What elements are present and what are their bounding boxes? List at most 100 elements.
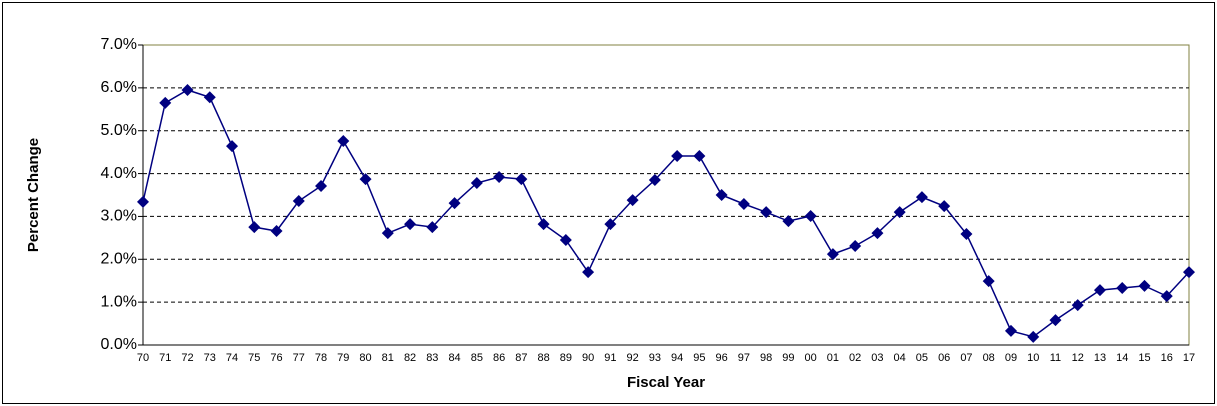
marker bbox=[849, 240, 862, 252]
marker bbox=[559, 234, 572, 246]
marker bbox=[381, 227, 394, 240]
marker bbox=[248, 221, 261, 234]
marker bbox=[626, 194, 639, 207]
x-tick-label: 00 bbox=[805, 352, 817, 364]
x-tick-label: 87 bbox=[515, 352, 527, 364]
x-tick-label: 16 bbox=[1161, 352, 1173, 364]
marker bbox=[782, 215, 795, 228]
y-tick-label: 0.0% bbox=[101, 336, 137, 353]
x-tick-label: 94 bbox=[671, 352, 683, 364]
marker bbox=[938, 200, 951, 213]
marker bbox=[159, 96, 172, 109]
marker bbox=[181, 84, 194, 96]
marker bbox=[137, 195, 149, 208]
x-tick-label: 15 bbox=[1138, 352, 1150, 364]
x-tick-label: 98 bbox=[760, 352, 772, 364]
marker bbox=[1071, 299, 1084, 312]
x-tick-label: 02 bbox=[849, 352, 861, 364]
x-tick-label: 03 bbox=[871, 352, 883, 364]
x-tick-label: 88 bbox=[537, 352, 549, 364]
marker bbox=[470, 177, 483, 189]
x-tick-label: 72 bbox=[181, 352, 193, 364]
x-tick-label: 04 bbox=[894, 352, 906, 364]
marker bbox=[448, 197, 461, 210]
x-tick-label: 01 bbox=[827, 352, 839, 364]
x-tick-label: 12 bbox=[1072, 352, 1084, 364]
x-tick-label: 90 bbox=[582, 352, 594, 364]
marker bbox=[426, 221, 439, 234]
x-tick-label: 75 bbox=[248, 352, 260, 364]
marker bbox=[982, 275, 995, 288]
marker bbox=[537, 218, 550, 231]
marker bbox=[226, 140, 239, 153]
marker bbox=[826, 248, 839, 261]
marker bbox=[270, 225, 283, 237]
marker bbox=[1160, 290, 1173, 303]
x-tick-label: 97 bbox=[738, 352, 750, 364]
marker bbox=[893, 206, 906, 219]
x-tick-label: 85 bbox=[471, 352, 483, 364]
x-tick-label: 79 bbox=[337, 352, 349, 364]
marker bbox=[715, 189, 728, 201]
marker bbox=[1138, 279, 1151, 292]
marker bbox=[671, 150, 684, 162]
marker bbox=[292, 195, 305, 207]
marker bbox=[315, 180, 328, 192]
x-tick-label: 95 bbox=[693, 352, 705, 364]
x-tick-label: 09 bbox=[1005, 352, 1017, 364]
marker bbox=[1183, 266, 1195, 279]
x-tick-label: 89 bbox=[560, 352, 572, 364]
x-tick-label: 80 bbox=[359, 352, 371, 364]
marker bbox=[804, 210, 817, 222]
marker bbox=[1027, 330, 1040, 343]
y-tick-label: 6.0% bbox=[101, 79, 137, 96]
x-tick-label: 08 bbox=[983, 352, 995, 364]
marker bbox=[337, 135, 350, 147]
marker bbox=[203, 91, 216, 104]
marker bbox=[604, 218, 617, 231]
y-tick-label: 1.0% bbox=[101, 293, 137, 310]
x-tick-label: 76 bbox=[270, 352, 282, 364]
marker bbox=[1004, 324, 1017, 337]
x-tick-label: 84 bbox=[448, 352, 460, 364]
x-tick-label: 78 bbox=[315, 352, 327, 364]
x-axis-label: Fiscal Year bbox=[627, 374, 705, 391]
x-tick-label: 70 bbox=[137, 352, 149, 364]
y-tick-label: 3.0% bbox=[101, 208, 137, 225]
x-tick-label: 93 bbox=[649, 352, 661, 364]
marker bbox=[760, 206, 773, 219]
x-tick-label: 17 bbox=[1183, 352, 1195, 364]
marker bbox=[737, 198, 750, 210]
y-axis-label: Percent Change bbox=[25, 138, 42, 252]
y-tick-label: 7.0% bbox=[101, 36, 137, 53]
x-tick-label: 81 bbox=[382, 352, 394, 364]
x-tick-label: 74 bbox=[226, 352, 238, 364]
x-tick-label: 13 bbox=[1094, 352, 1106, 364]
x-tick-label: 96 bbox=[716, 352, 728, 364]
marker bbox=[960, 228, 973, 240]
marker bbox=[582, 266, 595, 279]
x-tick-label: 99 bbox=[782, 352, 794, 364]
x-tick-label: 82 bbox=[404, 352, 416, 364]
marker bbox=[871, 227, 884, 240]
x-tick-label: 73 bbox=[204, 352, 216, 364]
marker bbox=[404, 218, 417, 231]
x-tick-label: 77 bbox=[293, 352, 305, 364]
marker bbox=[1093, 284, 1106, 297]
marker bbox=[515, 173, 528, 186]
x-tick-label: 83 bbox=[426, 352, 438, 364]
marker bbox=[1116, 282, 1129, 294]
marker bbox=[359, 173, 372, 186]
x-tick-label: 06 bbox=[938, 352, 950, 364]
x-tick-label: 71 bbox=[159, 352, 171, 364]
plot-area bbox=[142, 44, 1190, 346]
x-tick-label: 07 bbox=[960, 352, 972, 364]
y-tick-label: 2.0% bbox=[101, 251, 137, 268]
x-tick-label: 14 bbox=[1116, 352, 1128, 364]
x-tick-label: 86 bbox=[493, 352, 505, 364]
x-tick-label: 11 bbox=[1050, 352, 1061, 364]
y-tick-label: 5.0% bbox=[101, 122, 137, 139]
marker bbox=[648, 174, 661, 186]
marker bbox=[915, 191, 928, 204]
